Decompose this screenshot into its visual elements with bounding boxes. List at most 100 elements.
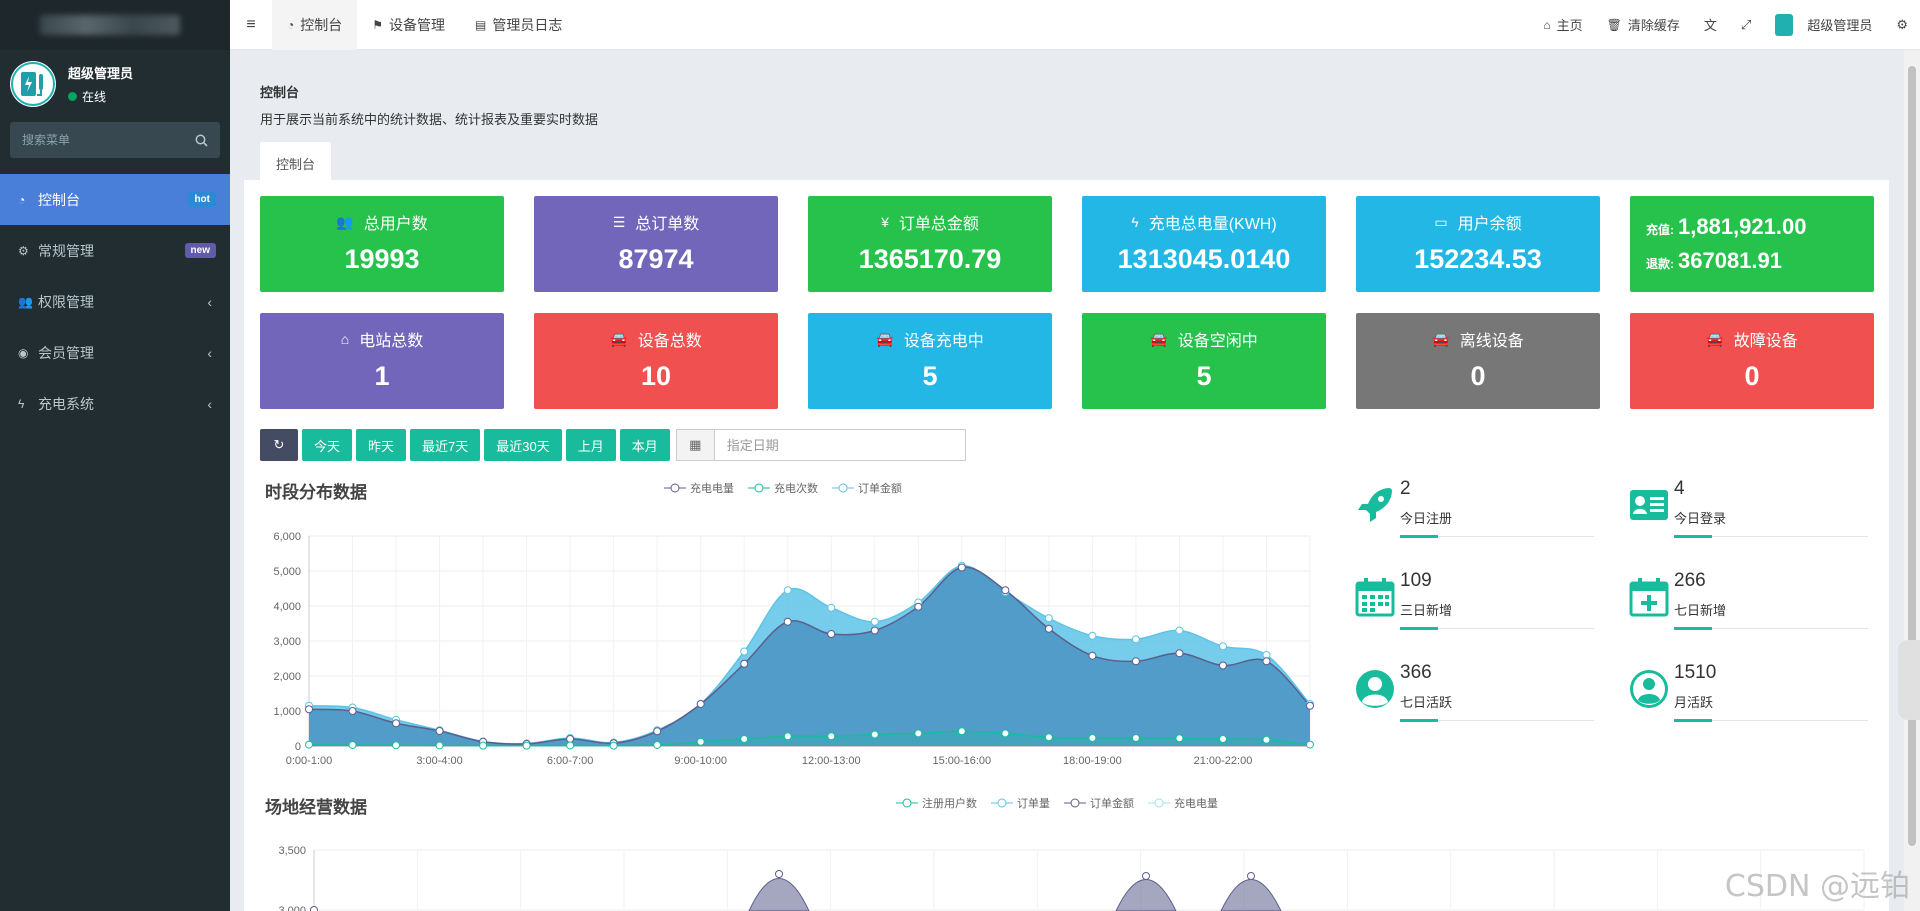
- data-point: [1306, 740, 1314, 749]
- x-tick-label: 6:00-7:00: [547, 755, 593, 767]
- recharge-value: 1,881,921.00: [1678, 214, 1807, 239]
- stat-label: 故障设备: [1733, 333, 1798, 350]
- data-point: [957, 563, 966, 572]
- user-circle-icon: [1356, 670, 1394, 708]
- sidebar-item-general[interactable]: ⚙ 常规管理 new: [0, 225, 230, 276]
- clear-cache-button[interactable]: 🗑 清除缓存: [1595, 15, 1692, 34]
- stat-value: 0: [1744, 361, 1760, 391]
- kpi-value: 366: [1400, 662, 1432, 683]
- legend-item[interactable]: 充电电量: [1148, 795, 1218, 811]
- content-tab-dashboard[interactable]: 控制台: [260, 142, 332, 185]
- data-point: [392, 741, 401, 750]
- avatar: [10, 61, 56, 107]
- scrollbar-thumb[interactable]: [1908, 66, 1916, 846]
- home-label: 主页: [1556, 18, 1583, 33]
- legend-label: 充电次数: [774, 483, 818, 495]
- filter-today-button[interactable]: 今天: [302, 429, 353, 461]
- data-point: [392, 719, 401, 728]
- sidebar-item-label: 控制台: [38, 191, 80, 208]
- stat-value: 19993: [344, 244, 420, 274]
- stat-label: 订单总金额: [898, 216, 979, 233]
- kpi-label: 七日活跃: [1400, 695, 1453, 710]
- filter-7days-button[interactable]: 最近7天: [410, 429, 481, 461]
- tab-device[interactable]: ⚑ 设备管理: [357, 0, 460, 50]
- legend-item[interactable]: 注册用户数: [896, 795, 977, 811]
- data-point: [914, 729, 923, 738]
- data-point: [566, 741, 575, 750]
- tab-dashboard[interactable]: ◔ 控制台: [272, 0, 358, 50]
- data-point: [1262, 735, 1271, 744]
- tab-admin-log[interactable]: ▤ 管理员日志: [460, 0, 577, 50]
- flag-icon: ⚑: [372, 17, 384, 32]
- kpi-value: 1510: [1674, 662, 1717, 683]
- filter-30days-button[interactable]: 最近30天: [484, 429, 562, 461]
- refresh-button[interactable]: ↻: [260, 429, 298, 461]
- legend-item[interactable]: 充电次数: [748, 480, 818, 496]
- data-point: [1175, 626, 1184, 635]
- kpi-underline: [1400, 627, 1594, 630]
- menu-toggle-icon[interactable]: ≡: [246, 15, 256, 33]
- data-point: [783, 732, 792, 741]
- data-point: [740, 659, 749, 668]
- stat-value: 1: [374, 361, 390, 391]
- chevron-left-icon: ‹: [207, 395, 212, 412]
- calendar-icon[interactable]: ▦: [676, 430, 715, 460]
- filter-last-month-button[interactable]: 上月: [565, 429, 616, 461]
- data-point: [305, 705, 313, 714]
- data-point: [1044, 614, 1053, 623]
- list-alt-icon: ▤: [475, 17, 487, 32]
- stat-value: 87974: [618, 244, 694, 274]
- kpi-label: 七日新增: [1674, 603, 1727, 618]
- stat-value: 5: [1196, 361, 1212, 391]
- filter-this-month-button[interactable]: 本月: [619, 429, 670, 461]
- data-point: [827, 630, 836, 638]
- refund-label: 退款:: [1646, 257, 1674, 271]
- sidebar-item-label: 会员管理: [38, 344, 94, 361]
- data-point: [479, 741, 488, 750]
- data-point: [1175, 734, 1184, 743]
- date-filter-bar: ↻ 今天 昨天 最近7天 最近30天 上月 本月 ▦: [260, 429, 966, 461]
- data-point: [783, 617, 792, 626]
- user-circle-icon: [1630, 670, 1668, 708]
- language-icon[interactable]: 文: [1703, 18, 1717, 33]
- menu-search-input[interactable]: [22, 133, 172, 147]
- date-input[interactable]: [714, 431, 965, 459]
- admin-menu[interactable]: 超级管理员: [1763, 13, 1884, 36]
- cogs-icon: ⚙: [18, 243, 29, 258]
- data-point: [1218, 642, 1227, 651]
- series-area: [1220, 879, 1282, 911]
- y-tick-label: 3,000: [278, 905, 306, 911]
- chevron-left-icon: ‹: [207, 344, 212, 361]
- main-content: 控制台 用于展示当前系统中的统计数据、统计报表及重要实时数据 控制台 👥 总用户数…: [244, 64, 1889, 911]
- legend-item[interactable]: 订单金额: [1064, 795, 1134, 811]
- x-tick-label: 12:00-13:00: [802, 755, 861, 767]
- y-tick-label: 4,000: [273, 601, 301, 613]
- filter-yesterday-button[interactable]: 昨天: [356, 429, 407, 461]
- legend-item[interactable]: 订单量: [991, 795, 1050, 811]
- x-tick-label: 3:00-4:00: [416, 755, 462, 767]
- sidebar-item-auth[interactable]: 👥 权限管理 ‹: [0, 276, 230, 327]
- list-icon: ☰: [612, 213, 626, 230]
- car-icon: 🚘: [1150, 330, 1168, 347]
- home-link[interactable]: ⌂ 主页: [1531, 15, 1594, 34]
- sidebar-item-charging[interactable]: ϟ 充电系统 ‹: [0, 378, 230, 429]
- chart1-title: 时段分布数据: [265, 483, 367, 502]
- topbar: ≡ ◔ 控制台 ⚑ 设备管理 ▤ 管理员日志 ⌂ 主页 🗑 清除缓存 文 ⤢ 超级管理员 …: [230, 0, 1920, 50]
- stat-device-idle: 🚘 设备空闲中 5: [1082, 313, 1326, 409]
- fullscreen-icon[interactable]: ⤢: [1740, 16, 1752, 32]
- x-tick-label: 18:00-19:00: [1063, 755, 1122, 767]
- page-scrollbar[interactable]: [1904, 50, 1920, 911]
- sidebar-item-dashboard[interactable]: ◔ 控制台 hot: [0, 174, 230, 225]
- search-icon[interactable]: [195, 134, 208, 147]
- hot-badge: hot: [188, 192, 216, 207]
- legend-item[interactable]: 订单金额: [832, 480, 902, 496]
- settings-gear-icon[interactable]: ⚙: [1896, 16, 1908, 32]
- legend-item[interactable]: 充电电量: [664, 480, 734, 496]
- sidebar-item-member[interactable]: ◉ 会员管理 ‹: [0, 327, 230, 378]
- user-panel: 超级管理员 在线: [0, 50, 230, 118]
- data-point: [1306, 701, 1314, 710]
- logo[interactable]: [0, 0, 230, 50]
- kpi-underline: [1674, 719, 1868, 722]
- stat-label: 设备充电中: [903, 333, 984, 350]
- floating-toolbar[interactable]: [1898, 640, 1920, 720]
